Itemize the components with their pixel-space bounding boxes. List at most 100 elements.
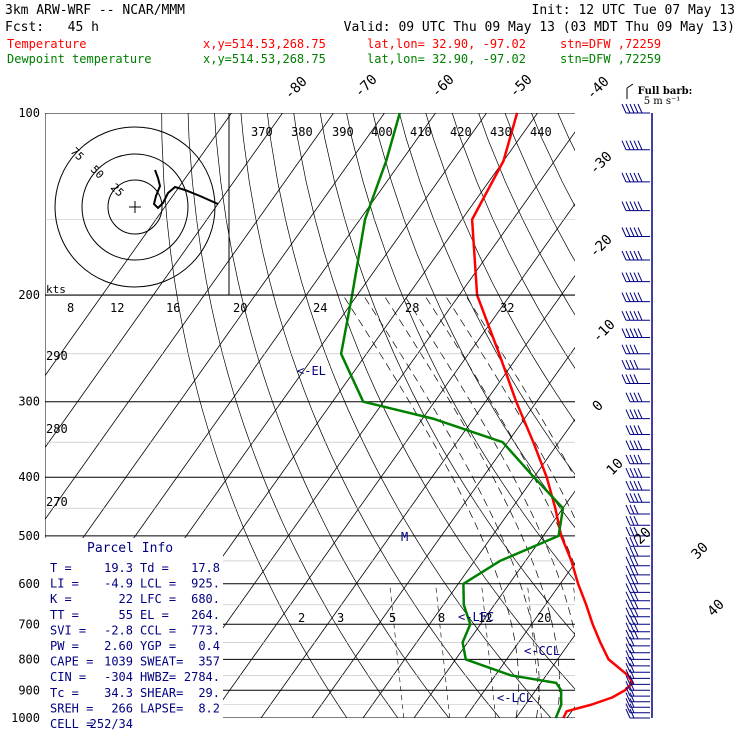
temperature-station: stn=DFW ,72259 [560, 37, 661, 51]
isotherm-label: -30 [587, 149, 616, 178]
barb-feather [633, 556, 639, 566]
wind-barb [625, 703, 650, 714]
barb-feather [629, 656, 635, 667]
barb-feather [629, 546, 635, 557]
mixing-ratio-label: 8 [67, 301, 74, 315]
theta-label: 420 [450, 125, 472, 139]
wind-barb [625, 636, 650, 647]
barb-feather [637, 467, 643, 478]
hodograph: 75 50 25 kts [45, 113, 575, 296]
parcel-info-panel: Parcel Info T = 19.3 Td = 17.8 LI = -4.9 LCL =… [45, 538, 223, 731]
wind-barb [621, 140, 650, 151]
barb-feather [637, 310, 643, 321]
isotherm-line [464, 562, 575, 718]
wind-barb [625, 556, 650, 567]
barb-feather [633, 172, 639, 183]
barb-feather [625, 669, 631, 679]
barb-feather [633, 526, 639, 537]
barb-feather [637, 409, 643, 419]
mixing-ratio-label: 32 [500, 301, 514, 315]
theta-label: 440 [530, 125, 552, 139]
parcel-info-value: 8.2 [198, 701, 220, 715]
isotherm-label: -20 [587, 232, 616, 261]
parcel-info-value: -2.8 [104, 623, 133, 637]
wind-barb [625, 656, 650, 667]
barb-feather [629, 359, 635, 370]
parcel-info-value: 925. [191, 577, 220, 591]
isotherm-label: -50 [507, 72, 536, 101]
barb-feather [629, 409, 635, 419]
barb-feather [625, 227, 631, 237]
barb-feather [629, 643, 635, 653]
barb-feather [633, 515, 639, 526]
wind-barb [625, 686, 650, 697]
barb-feather [633, 546, 639, 557]
barb-feather [629, 425, 635, 435]
barb-feather [637, 272, 643, 282]
barb-feather [633, 310, 639, 321]
barb-feather [633, 599, 639, 610]
mixing-ratio-label: 12 [110, 301, 124, 315]
barb-feather [625, 526, 631, 537]
barb-feather [625, 708, 631, 719]
barb-feather [621, 227, 627, 237]
barb-feather [629, 675, 635, 685]
barb-feather [633, 140, 639, 150]
isotherm-label: -60 [429, 72, 458, 101]
parcel-info-value: 1039 [104, 655, 133, 669]
barb-feather [629, 140, 635, 150]
parcel-info-label: CELL = [50, 717, 93, 731]
wind-barb [621, 227, 650, 237]
mixing-ratio-line [435, 583, 450, 718]
barb-feather [637, 328, 643, 338]
barb-feather [629, 703, 635, 713]
barb-feather [625, 250, 631, 261]
dry-adiabat [699, 85, 740, 731]
parcel-info-value: -4.9 [104, 577, 133, 591]
barb-feather [621, 272, 627, 282]
isotherm-label: -80 [282, 74, 311, 103]
barb-feather [625, 556, 631, 566]
barb-feather [625, 201, 631, 211]
barb-feather [625, 662, 631, 673]
barb-feather [637, 103, 643, 114]
isotherm-line [660, 85, 740, 731]
parcel-info-label: LCL = [140, 577, 176, 591]
barb-feather [625, 392, 631, 402]
wind-barb [621, 292, 650, 303]
barb-feather [629, 467, 635, 478]
temperature-xy: x,y=514.53,268.75 [203, 37, 326, 51]
wind-barb [625, 615, 650, 625]
barb-feather [633, 392, 639, 402]
barb-feather [621, 310, 627, 321]
theta-label-left: 270 [46, 495, 68, 509]
level-marker: <-EL [297, 364, 326, 378]
barb-feather [625, 565, 631, 576]
isotherm-line [45, 113, 386, 592]
wind-barb [625, 650, 650, 660]
barb-feather [629, 440, 635, 450]
level-marker: <-LFC [458, 610, 494, 624]
dewpoint-station: stn=DFW ,72259 [560, 52, 661, 66]
wind-barb [625, 546, 650, 557]
wind-barb [625, 515, 650, 526]
parcel-info-value: 252/34 [90, 717, 133, 731]
mixing-ratio-label: 16 [166, 301, 180, 315]
isotherm-label: -10 [590, 317, 619, 346]
barb-legend: Full barb: 5 m s⁻¹ [626, 83, 692, 107]
parcel-info-label: LFC = [140, 592, 176, 606]
barb-legend-unit: 5 m s⁻¹ [644, 96, 681, 107]
barb-feather [633, 504, 639, 515]
barb-feather [633, 292, 639, 302]
parcel-info-label: CCL = [140, 623, 176, 637]
barb-feather [625, 546, 631, 557]
parcel-info-label: CAPE = [50, 655, 93, 669]
barb-feather [633, 615, 639, 625]
isotherm-line [413, 490, 575, 718]
wind-barb [625, 574, 650, 585]
dry-adiabat [648, 85, 740, 731]
pressure-tick-label: 500 [18, 529, 40, 543]
barb-feather [625, 636, 631, 647]
isotherm-line [158, 131, 575, 718]
